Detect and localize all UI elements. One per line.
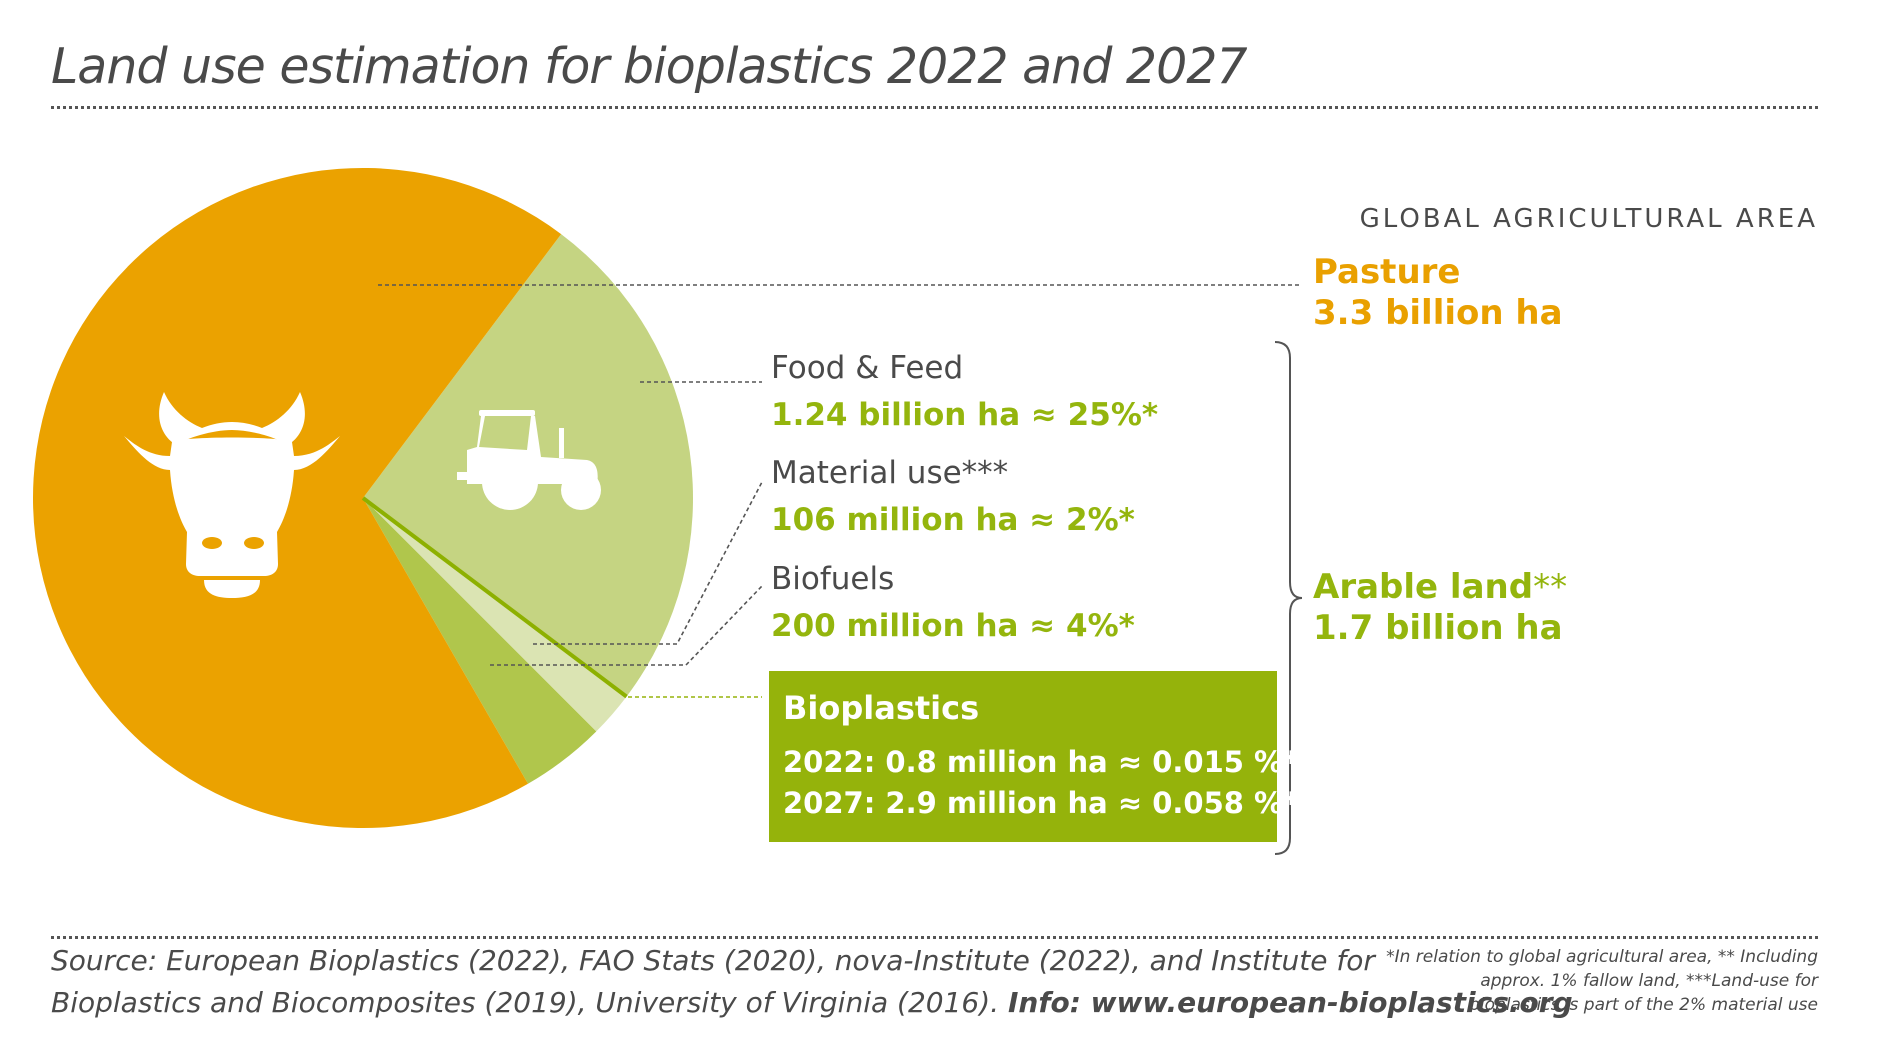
material-use-label: Material use*** <box>771 455 1008 491</box>
source-line-2-text: Bioplastics and Biocomposites (2019), Un… <box>51 986 1000 1019</box>
title-divider <box>51 106 1818 109</box>
arable-value: 1.7 billion ha <box>1313 608 1563 648</box>
tractor-icon <box>457 410 601 510</box>
arable-brace <box>1274 341 1303 855</box>
source-line-2: Bioplastics and Biocomposites (2019), Un… <box>51 982 1573 1024</box>
arable-label: Arable land** <box>1313 567 1567 607</box>
pie-slice-bioplastics <box>361 496 628 699</box>
pie-slice-material-use <box>363 498 627 732</box>
material-use-leader <box>533 481 763 645</box>
pasture-label: Pasture <box>1313 252 1461 292</box>
section-heading: GLOBAL AGRICULTURAL AREA <box>1359 204 1818 234</box>
bioplastics-2027: 2027: 2.9 million ha ≈ 0.058 %* <box>783 786 1299 820</box>
page-title: Land use estimation for bioplastics 2022… <box>51 38 1248 95</box>
bioplastics-box: Bioplastics 2022: 0.8 million ha ≈ 0.015… <box>769 671 1298 842</box>
pie-slice-pasture <box>32 168 562 829</box>
material-use-value: 106 million ha ≈ 2%* <box>771 502 1135 538</box>
biofuels-leader <box>490 585 763 666</box>
source-text: Source: European Bioplastics (2022), FAO… <box>51 940 1573 1024</box>
food-feed-label: Food & Feed <box>771 350 964 386</box>
food-feed-value: 1.24 billion ha ≈ 25%* <box>771 397 1159 433</box>
footnote-line-1: *In relation to global agricultural area… <box>1386 947 1818 967</box>
biofuels-label: Biofuels <box>771 561 895 597</box>
cow-icon <box>124 392 340 598</box>
bioplastics-2022: 2022: 0.8 million ha ≈ 0.015 %* <box>783 745 1299 779</box>
pie-slice-biofuels <box>363 498 597 784</box>
biofuels-value: 200 million ha ≈ 4%* <box>771 608 1135 644</box>
source-line-1: Source: European Bioplastics (2022), FAO… <box>51 944 1375 977</box>
arable-stars: ** <box>1533 567 1568 607</box>
material-use-stars: *** <box>961 455 1009 491</box>
arable-label-text: Arable land <box>1313 567 1534 607</box>
material-use-text: Material use <box>771 455 962 491</box>
bioplastics-label: Bioplastics <box>783 689 980 727</box>
footnote-line-3: bioplastics is part of the 2% material u… <box>1469 995 1818 1015</box>
info-link[interactable]: Info: www.european-bioplastics.org <box>1007 986 1573 1019</box>
pasture-value: 3.3 billion ha <box>1313 293 1563 333</box>
footer-divider <box>51 936 1818 939</box>
footnote: *In relation to global agricultural area… <box>1386 945 1818 1017</box>
footnote-line-2: approx. 1% fallow land, ***Land-use for <box>1480 971 1818 991</box>
